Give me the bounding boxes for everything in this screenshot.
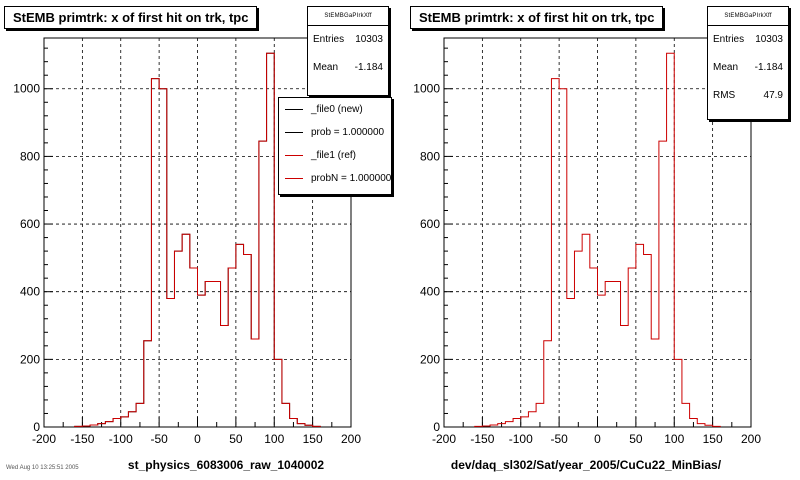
right-stats-title: StEMBGaPIrkXff bbox=[708, 7, 788, 26]
x-tick-label: -150 bbox=[70, 432, 94, 446]
left-stats-box: StEMBGaPIrkXff Entries 10303 Mean -1.184 bbox=[307, 6, 389, 96]
left-x-axis-label: st_physics_6083006_raw_1040002 bbox=[128, 458, 324, 472]
x-tick-label: 200 bbox=[741, 432, 761, 446]
right-series-ref bbox=[474, 52, 721, 427]
right-chart-title-text: StEMB primtrk: x of first hit on trk, tp… bbox=[419, 10, 655, 25]
legend-entry: _file0 (new) bbox=[279, 98, 391, 121]
x-tick-label: 150 bbox=[703, 432, 723, 446]
y-tick-label: 600 bbox=[20, 217, 40, 231]
right-chart-title: StEMB primtrk: x of first hit on trk, tp… bbox=[410, 6, 664, 29]
x-tick-label: -100 bbox=[509, 432, 533, 446]
x-tick-label: -200 bbox=[432, 432, 456, 446]
right-stats-row: RMS 47.9 bbox=[708, 82, 788, 110]
x-tick-label: -100 bbox=[109, 432, 133, 446]
right-stats-value: -1.184 bbox=[754, 62, 783, 73]
legend-label: _file0 (new) bbox=[311, 104, 363, 115]
left-chart-title-text: StEMB primtrk: x of first hit on trk, tp… bbox=[13, 10, 249, 25]
histogram-series bbox=[74, 52, 321, 427]
y-tick-label: 0 bbox=[33, 420, 40, 434]
legend-swatch bbox=[285, 132, 303, 133]
legend-swatch bbox=[285, 155, 303, 156]
legend-entry: prob = 1.000000 bbox=[279, 121, 391, 144]
histogram-series bbox=[474, 52, 721, 427]
y-tick-label: 200 bbox=[420, 352, 440, 366]
left-stats-value: -1.184 bbox=[354, 62, 383, 73]
legend-swatch bbox=[285, 178, 303, 179]
y-tick-label: 800 bbox=[20, 149, 40, 163]
y-tick-label: 400 bbox=[20, 285, 40, 299]
right-stats-value: 47.9 bbox=[763, 90, 783, 101]
y-tick-label: 400 bbox=[420, 285, 440, 299]
x-tick-label: 150 bbox=[303, 432, 323, 446]
legend-entry: _file1 (ref) bbox=[279, 144, 391, 167]
left-stats-row: Mean -1.184 bbox=[308, 54, 388, 82]
x-tick-label: -150 bbox=[470, 432, 494, 446]
left-grid bbox=[44, 38, 351, 427]
x-tick-label: 50 bbox=[629, 432, 643, 446]
legend-label: _file1 (ref) bbox=[311, 150, 357, 161]
left-legend: _file0 (new) prob = 1.000000 _file1 (ref… bbox=[278, 97, 392, 195]
footnote-timestamp: Wed Aug 10 13:25:51 2005 bbox=[6, 465, 79, 471]
right-stats-box: StEMBGaPIrkXff Entries 10303 Mean -1.184… bbox=[707, 6, 789, 120]
legend-entry: probN = 1.000000 bbox=[279, 167, 391, 190]
x-tick-label: -50 bbox=[550, 432, 568, 446]
right-histogram: -200 -150 -100 -50 0 50 100 150 200 0 200 400 600 800… bbox=[413, 37, 761, 472]
left-stats-row: Entries 10303 bbox=[308, 26, 388, 54]
right-tick-labels: -200 -150 -100 -50 0 50 100 150 200 0 200 400 600 800… bbox=[413, 82, 761, 446]
left-stats-label: Entries bbox=[313, 34, 345, 45]
y-tick-label: 600 bbox=[420, 217, 440, 231]
legend-label: probN = 1.000000 bbox=[311, 173, 392, 184]
y-tick-label: 1000 bbox=[13, 82, 40, 96]
right-stats-row: Entries 10303 bbox=[708, 26, 788, 54]
right-stats-label: Entries bbox=[713, 34, 745, 45]
left-tick-labels: -200 -150 -100 -50 0 50 100 150 200 0 200 400 600 800… bbox=[13, 82, 361, 446]
left-ticks bbox=[43, 47, 352, 428]
x-tick-label: -200 bbox=[32, 432, 56, 446]
y-tick-label: 1000 bbox=[413, 82, 440, 96]
right-stats-label: Mean bbox=[713, 62, 739, 73]
x-tick-label: 0 bbox=[194, 432, 201, 446]
y-tick-label: 800 bbox=[420, 149, 440, 163]
left-series-ref bbox=[74, 52, 321, 427]
left-stats-label: Mean bbox=[313, 62, 339, 73]
right-grid bbox=[444, 38, 751, 427]
x-tick-label: 100 bbox=[664, 432, 684, 446]
right-stats-row: Mean -1.184 bbox=[708, 54, 788, 82]
y-tick-label: 200 bbox=[20, 352, 40, 366]
x-tick-label: -50 bbox=[150, 432, 168, 446]
x-tick-label: 0 bbox=[594, 432, 601, 446]
left-chart-title: StEMB primtrk: x of first hit on trk, tp… bbox=[4, 6, 258, 29]
y-tick-label: 0 bbox=[433, 420, 440, 434]
legend-label: prob = 1.000000 bbox=[311, 127, 385, 138]
x-tick-label: 200 bbox=[341, 432, 361, 446]
right-stats-label: RMS bbox=[713, 90, 736, 101]
right-ticks bbox=[443, 47, 752, 428]
left-stats-title: StEMBGaPIrkXff bbox=[308, 7, 388, 26]
left-histogram: -200 -150 -100 -50 0 50 100 150 200 0 200 400 600 800… bbox=[13, 37, 361, 472]
x-tick-label: 100 bbox=[264, 432, 284, 446]
right-stats-value: 10303 bbox=[755, 34, 783, 45]
x-tick-label: 50 bbox=[229, 432, 243, 446]
left-stats-value: 10303 bbox=[355, 34, 383, 45]
legend-swatch bbox=[285, 109, 303, 110]
right-x-axis-label: dev/daq_sl302/Sat/year_2005/CuCu22_MinBi… bbox=[451, 458, 722, 472]
